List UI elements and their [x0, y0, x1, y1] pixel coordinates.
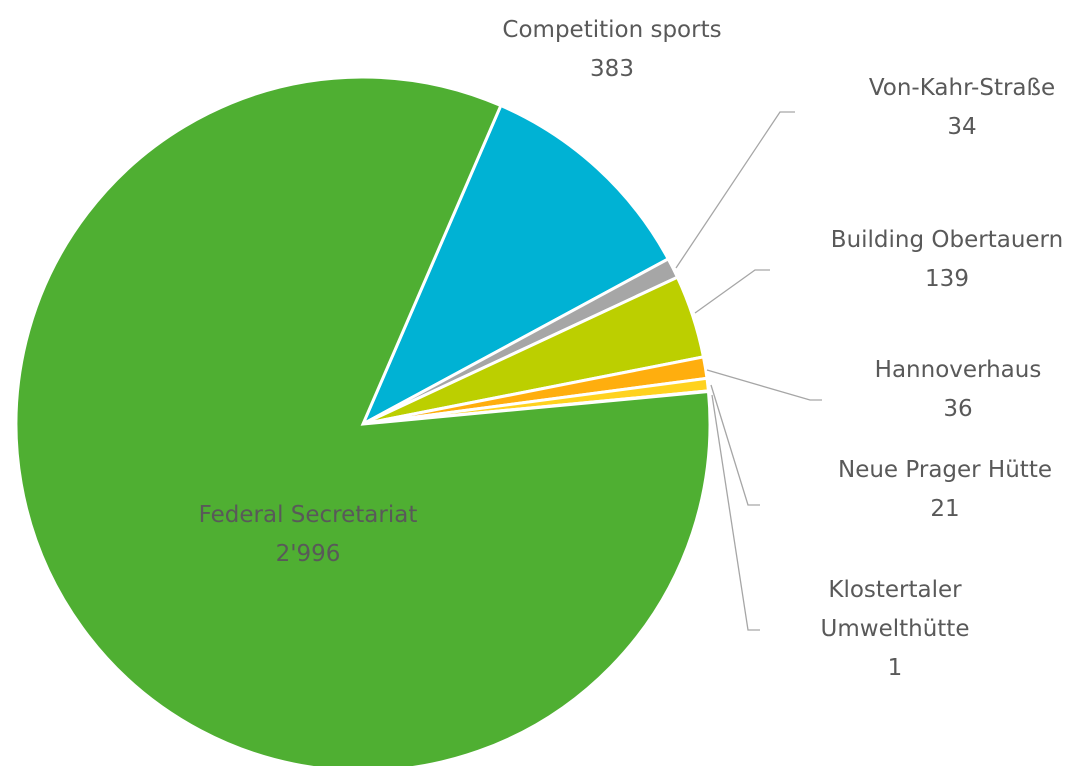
slice-name: Klostertaler Umwelthütte — [820, 577, 970, 642]
slice-value: 21 — [930, 496, 960, 522]
leader-line — [675, 111, 795, 269]
slice-value: 2'996 — [275, 541, 341, 567]
slice-name: Neue Prager Hütte — [838, 457, 1052, 483]
data-label: Building Obertauern 139 — [747, 221, 1091, 299]
slice-value: 1 — [887, 655, 903, 681]
slice-value: 36 — [943, 396, 973, 422]
leader-line — [710, 384, 760, 506]
slice-name: Building Obertauern — [830, 227, 1064, 253]
leader-line — [711, 394, 760, 631]
slice-name: Federal Secretariat — [198, 502, 418, 528]
slice-name: Competition sports — [502, 17, 722, 43]
pie-slice — [14, 75, 712, 766]
slice-value: 139 — [925, 266, 969, 292]
slice-value: 383 — [590, 56, 634, 82]
leader-line — [694, 269, 770, 314]
slice-value: 34 — [947, 114, 977, 140]
data-label: Von-Kahr-Straße 34 — [762, 69, 1091, 147]
slice-name: Hannoverhaus — [874, 357, 1042, 383]
data-label: Competition sports 383 — [412, 11, 812, 89]
leader-line — [706, 369, 822, 401]
data-label: Neue Prager Hütte 21 — [745, 451, 1091, 529]
data-label: Klostertaler Umwelthütte 1 — [800, 571, 990, 688]
data-label: Hannoverhaus 36 — [758, 351, 1091, 429]
data-label: Federal Secretariat 2'996 — [108, 496, 508, 574]
pie-slice — [359, 103, 671, 428]
slice-name: Von-Kahr-Straße — [868, 75, 1056, 101]
